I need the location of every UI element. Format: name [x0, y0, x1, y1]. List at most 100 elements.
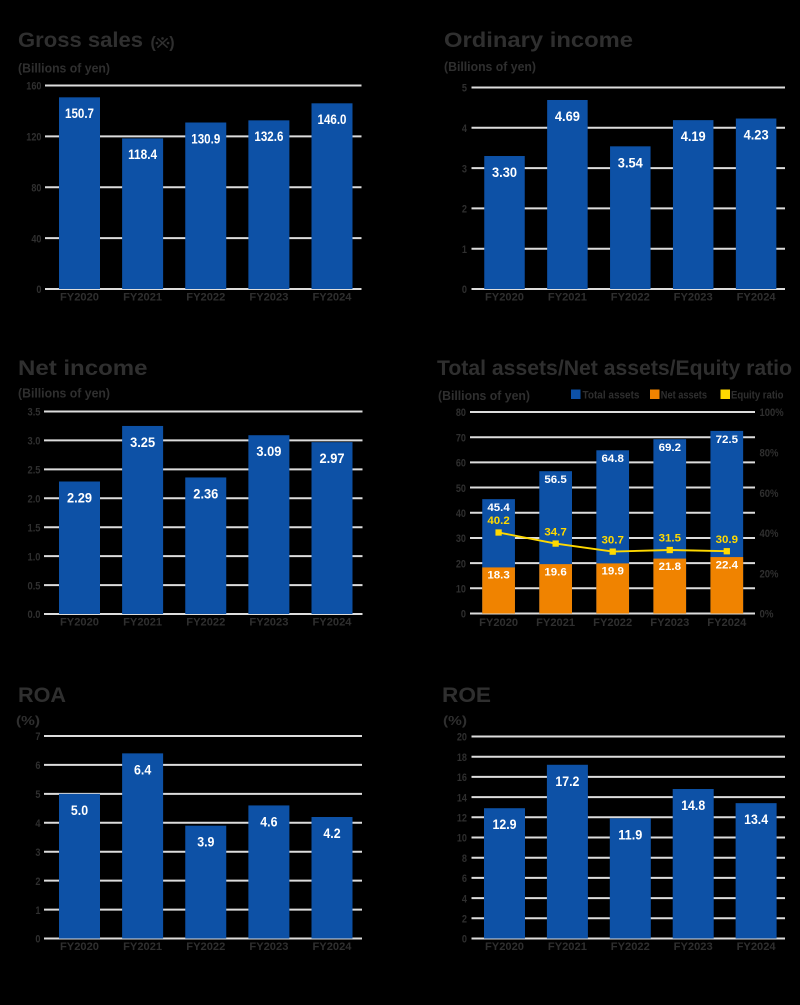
svg-text:80: 80 — [31, 182, 41, 194]
svg-text:Total assets/Net assets/Equity: Total assets/Net assets/Equity ratio — [437, 356, 792, 380]
svg-text:FY2020: FY2020 — [485, 292, 524, 304]
svg-text:30: 30 — [456, 533, 466, 545]
svg-text:FY2023: FY2023 — [249, 941, 288, 953]
svg-text:FY2021: FY2021 — [548, 941, 587, 953]
svg-text:ROA: ROA — [18, 683, 66, 707]
svg-text:3.5: 3.5 — [28, 407, 41, 419]
svg-text:(%): (%) — [16, 713, 40, 728]
svg-text:FY2020: FY2020 — [479, 617, 518, 629]
svg-text:21.8: 21.8 — [659, 561, 681, 573]
svg-text:0: 0 — [462, 934, 467, 946]
svg-text:Gross sales: Gross sales — [18, 28, 143, 52]
svg-text:120: 120 — [26, 132, 41, 144]
svg-text:FY2022: FY2022 — [593, 617, 632, 629]
svg-text:FY2021: FY2021 — [548, 292, 587, 304]
svg-text:6: 6 — [35, 760, 40, 772]
svg-text:31.5: 31.5 — [659, 533, 681, 545]
svg-text:6: 6 — [462, 873, 467, 885]
svg-text:7: 7 — [35, 731, 40, 743]
svg-text:0: 0 — [35, 934, 40, 946]
svg-text:FY2023: FY2023 — [674, 941, 713, 953]
svg-text:2.29: 2.29 — [67, 491, 92, 506]
svg-text:40%: 40% — [760, 528, 779, 540]
svg-text:12.9: 12.9 — [493, 817, 517, 832]
svg-text:17.2: 17.2 — [555, 774, 579, 789]
svg-text:1: 1 — [35, 905, 40, 917]
svg-text:160: 160 — [26, 81, 41, 93]
svg-text:3: 3 — [462, 163, 467, 175]
svg-text:2: 2 — [462, 204, 467, 216]
svg-text:4.19: 4.19 — [681, 129, 706, 144]
svg-text:20: 20 — [457, 732, 467, 744]
svg-text:100%: 100% — [760, 407, 784, 419]
svg-text:FY2020: FY2020 — [60, 617, 99, 629]
svg-text:4: 4 — [35, 818, 41, 830]
svg-text:40.2: 40.2 — [487, 515, 509, 527]
svg-text:(: ( — [151, 35, 157, 52]
svg-text:60%: 60% — [760, 488, 779, 500]
svg-text:(Billions of yen): (Billions of yen) — [18, 386, 110, 401]
svg-text:20%: 20% — [760, 568, 779, 580]
svg-text:0: 0 — [36, 284, 41, 296]
svg-text:FY2022: FY2022 — [186, 292, 225, 304]
svg-text:FY2023: FY2023 — [249, 292, 288, 304]
svg-text:0: 0 — [461, 609, 466, 621]
svg-text:12: 12 — [457, 813, 467, 825]
svg-text:10: 10 — [457, 833, 467, 845]
svg-text:FY2020: FY2020 — [60, 941, 99, 953]
svg-text:5: 5 — [35, 789, 40, 801]
svg-text:146.0: 146.0 — [318, 112, 347, 127]
svg-text:FY2022: FY2022 — [611, 292, 650, 304]
svg-text:34.7: 34.7 — [544, 526, 566, 538]
svg-text:30.9: 30.9 — [716, 534, 738, 546]
svg-text:45.4: 45.4 — [487, 502, 510, 514]
svg-text:3.0: 3.0 — [28, 436, 41, 448]
svg-text:150.7: 150.7 — [65, 106, 94, 121]
svg-text:0: 0 — [462, 284, 467, 296]
svg-text:72.5: 72.5 — [716, 434, 738, 446]
svg-text:69.2: 69.2 — [659, 442, 681, 454]
svg-text:2.97: 2.97 — [320, 451, 345, 466]
svg-text:(Billions of yen): (Billions of yen) — [444, 59, 536, 74]
svg-text:0.0: 0.0 — [28, 609, 41, 621]
svg-text:13.4: 13.4 — [744, 812, 768, 827]
svg-text:1: 1 — [462, 244, 467, 256]
svg-text:): ) — [169, 35, 174, 52]
svg-text:20: 20 — [456, 558, 466, 570]
svg-text:FY2024: FY2024 — [313, 941, 353, 953]
svg-text:5.0: 5.0 — [71, 803, 88, 818]
svg-text:22.4: 22.4 — [716, 559, 739, 571]
svg-text:30.7: 30.7 — [602, 534, 624, 546]
svg-text:(Billions of yen): (Billions of yen) — [18, 61, 110, 76]
svg-text:56.5: 56.5 — [544, 474, 566, 486]
svg-text:FY2024: FY2024 — [313, 617, 353, 629]
svg-text:10: 10 — [456, 584, 466, 596]
svg-text:FY2024: FY2024 — [737, 941, 777, 953]
svg-text:80%: 80% — [760, 448, 779, 460]
svg-text:80: 80 — [456, 407, 466, 419]
svg-text:FY2020: FY2020 — [485, 941, 524, 953]
svg-text:19.9: 19.9 — [602, 566, 624, 578]
svg-text:Total assets: Total assets — [583, 390, 640, 402]
svg-text:2: 2 — [462, 914, 467, 926]
svg-text:1.0: 1.0 — [28, 551, 41, 563]
svg-text:3.25: 3.25 — [130, 435, 155, 450]
svg-text:4.6: 4.6 — [260, 814, 277, 829]
svg-text:130.9: 130.9 — [191, 131, 220, 146]
svg-text:FY2020: FY2020 — [60, 292, 99, 304]
svg-text:118.4: 118.4 — [128, 147, 157, 162]
svg-text:64.8: 64.8 — [602, 453, 624, 465]
svg-text:4: 4 — [462, 893, 468, 905]
svg-text:Net assets: Net assets — [661, 390, 707, 402]
svg-text:FY2022: FY2022 — [186, 941, 225, 953]
svg-text:3.54: 3.54 — [618, 155, 643, 170]
svg-text:6.4: 6.4 — [134, 762, 151, 777]
svg-text:FY2021: FY2021 — [123, 292, 162, 304]
svg-text:40: 40 — [31, 233, 41, 245]
svg-text:18.3: 18.3 — [487, 570, 509, 582]
svg-text:2: 2 — [35, 876, 40, 888]
svg-text:4: 4 — [462, 123, 468, 135]
svg-text:1.5: 1.5 — [28, 522, 41, 534]
svg-text:14: 14 — [457, 792, 468, 804]
svg-text:FY2021: FY2021 — [123, 941, 162, 953]
